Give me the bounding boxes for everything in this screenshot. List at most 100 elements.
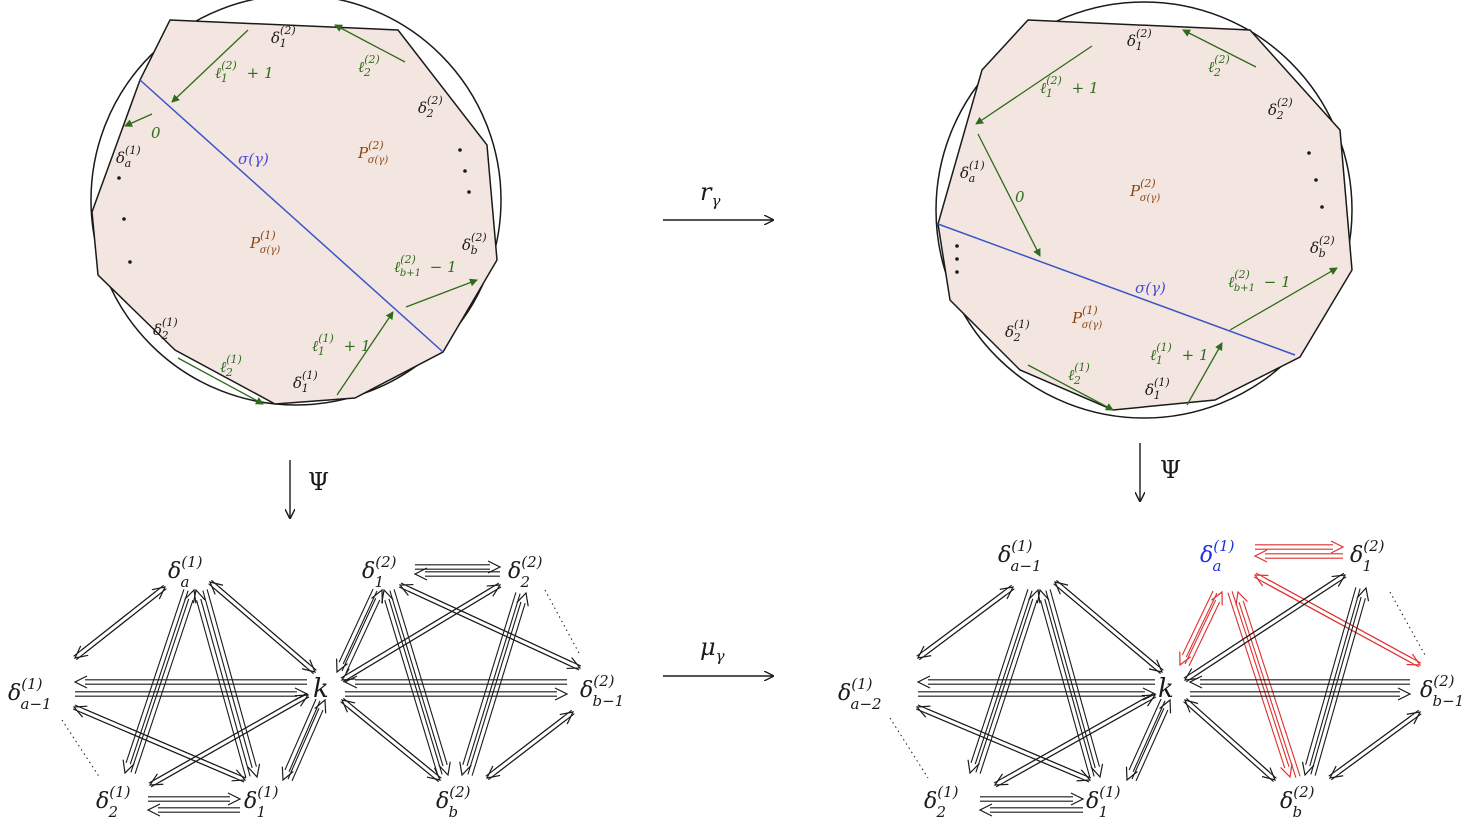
edge-d1-to-am1 xyxy=(72,705,247,783)
r-node-delta2-bm1: δ(2) b−1 xyxy=(1420,672,1464,710)
right-green-label-zero: 0 xyxy=(1015,188,1025,206)
edge-k-to-b1 xyxy=(341,588,383,674)
dotted-right xyxy=(544,589,581,656)
r-edge-red-b-to-a xyxy=(1235,590,1301,778)
edge-k-to-bb1 xyxy=(345,687,569,701)
r-edge-am2-to-k xyxy=(918,687,1157,701)
r-node-delta1-am1: δ(1) a−1 xyxy=(998,537,1042,575)
edge-d1-to-a xyxy=(192,588,251,778)
left-diagonal-sigma-gamma xyxy=(139,79,444,353)
r-dotted-left xyxy=(889,717,929,779)
right-green-label-l11: ℓ(1) 1 + 1 xyxy=(1150,341,1209,367)
dotted-left xyxy=(61,719,101,779)
r-edge-b-to-b1 xyxy=(1310,586,1370,776)
left-diagonal-label: σ(γ) xyxy=(238,150,269,168)
arrow-psi-left: Ψ xyxy=(290,460,329,518)
node-k: k xyxy=(313,674,329,704)
node-delta2-b: δ(2) b xyxy=(436,783,471,821)
r-edge-k-to-d1 xyxy=(1125,698,1166,782)
r-edge-b-to-k xyxy=(1183,699,1277,783)
edge-b2-to-b1 xyxy=(413,567,500,581)
node-delta2-2: δ(2) 2 xyxy=(508,553,543,591)
left-green-label-zero: 0 xyxy=(151,124,161,142)
right-diagonal-label: σ(γ) xyxy=(1135,279,1166,297)
r-edge-red-b1-to-a xyxy=(1253,549,1343,563)
right-green-arrow-zero xyxy=(977,133,1041,257)
left-green-arrow-l11 xyxy=(336,311,394,396)
r-edge-k-to-bm1 xyxy=(1190,687,1412,701)
node-delta1-a: δ(1) a xyxy=(168,553,203,591)
r-edge-am1-to-d2 xyxy=(967,589,1033,775)
edge-k-to-am1 xyxy=(73,675,307,689)
r-edge-d1-to-am2 xyxy=(915,705,1092,783)
label-psi-right: Ψ xyxy=(1160,456,1181,484)
edge-a-to-am1 xyxy=(73,584,167,659)
r-edge-bm1-to-k xyxy=(1188,675,1410,689)
edge-bb1-to-b1 xyxy=(398,583,582,671)
left-disk-boundary xyxy=(90,0,502,406)
left-quiver: k δ(1) a δ(1) a−1 δ(1) 2 δ(1) 1 δ(2) 1 δ(2) 2 δ(2) b−1… xyxy=(8,553,624,821)
right-green-arrow-lb1 xyxy=(1229,267,1338,331)
edge-a-to-k xyxy=(208,579,317,673)
left-green-arrow-l12 xyxy=(177,357,264,405)
label-r-gamma: rγ xyxy=(700,178,720,210)
right-polygon xyxy=(937,19,1353,411)
r-node-delta1-1: δ(1) 1 xyxy=(1086,783,1121,821)
r-edge-red-a-to-k xyxy=(1179,590,1218,667)
left-green-label-lb1: ℓ(2) b+1 − 1 xyxy=(394,253,457,279)
r-edge-d1-to-am1 xyxy=(1036,588,1095,778)
r-edge-k-to-b1 xyxy=(1183,574,1347,683)
r-node-delta2-b: δ(2) b xyxy=(1280,783,1315,821)
right-green-arrow-l11 xyxy=(1186,342,1223,406)
r-edge-b-to-bm1 xyxy=(1328,711,1422,781)
r-edge-am1-to-am2 xyxy=(916,584,1015,659)
right-green-arrow-l12 xyxy=(1027,364,1114,411)
edge-a-to-d1 xyxy=(202,589,261,779)
left-green-arrow-zero xyxy=(124,113,153,127)
left-edge-delta2-b: δ(2) b xyxy=(462,231,487,257)
left-disk: δ(2) 1 ℓ(2) 1 + 1 ℓ(2) 2 δ(2) 2 0 δ(1) a σ(γ)… xyxy=(90,0,502,406)
edge-am1-to-a xyxy=(73,586,167,661)
r-edge-red-a-to-bm1 xyxy=(1253,572,1422,666)
node-delta2-bm1: δ(2) b−1 xyxy=(580,672,624,710)
label-mu-gamma: μγ xyxy=(700,633,725,665)
edge-bb1-to-bb xyxy=(485,709,575,779)
edge-k-to-bb xyxy=(340,697,442,781)
r-edge-red-a-to-b xyxy=(1227,591,1293,779)
left-green-arrow-lb1 xyxy=(405,278,478,308)
r-edge-d2-to-d1 xyxy=(980,792,1085,806)
edge-b1-to-bb1 xyxy=(398,582,582,670)
edge-b2-to-bb xyxy=(459,592,521,777)
r-edge-k-to-am2 xyxy=(916,675,1155,689)
r-edge-am2-to-d1 xyxy=(915,704,1092,782)
r-edge-b1-to-k xyxy=(1183,572,1347,681)
r-edge-bm1-to-b xyxy=(1328,709,1422,779)
node-delta1-1: δ(1) 1 xyxy=(244,783,279,821)
r-node-k: k xyxy=(1158,674,1174,704)
r-edge-am2-to-am1 xyxy=(916,586,1015,661)
edge-b1-to-bb xyxy=(389,589,451,777)
right-disk-boundary xyxy=(935,1,1353,419)
r-edge-d1-to-k xyxy=(1131,698,1172,782)
right-green-label-l21: ℓ(2) 1 + 1 xyxy=(1040,74,1099,100)
edge-d2-to-k xyxy=(148,694,310,788)
arrow-r-gamma: rγ xyxy=(663,178,773,220)
r-dotted-right xyxy=(1389,591,1426,656)
edge-k-to-d2 xyxy=(148,692,310,786)
r-edge-b1-to-b xyxy=(1301,587,1361,777)
node-delta1-am1: δ(1) a−1 xyxy=(8,675,52,713)
r-edge-d2-to-am1 xyxy=(975,588,1041,774)
edge-d1-to-k xyxy=(287,698,327,782)
arrow-psi-right: Ψ xyxy=(1140,443,1181,501)
edge-k-to-a xyxy=(208,581,317,675)
r-edge-k-to-b xyxy=(1183,697,1277,781)
r-node-delta1-a: δ(1) a xyxy=(1200,537,1235,575)
right-quiver: k δ(1) a−1 δ(1) a−2 δ(1) 2 δ(1) 1 δ(1) a δ(2) 1 δ(2) b… xyxy=(838,537,1464,821)
left-ellipsis-dots xyxy=(117,148,471,264)
edge-d2-to-a xyxy=(130,588,197,774)
r-edge-am1-to-d1 xyxy=(1045,589,1104,779)
r-node-delta1-2: δ(1) 2 xyxy=(924,783,959,821)
edge-bb1-to-k xyxy=(343,675,567,689)
node-delta1-2: δ(1) 2 xyxy=(96,783,131,821)
